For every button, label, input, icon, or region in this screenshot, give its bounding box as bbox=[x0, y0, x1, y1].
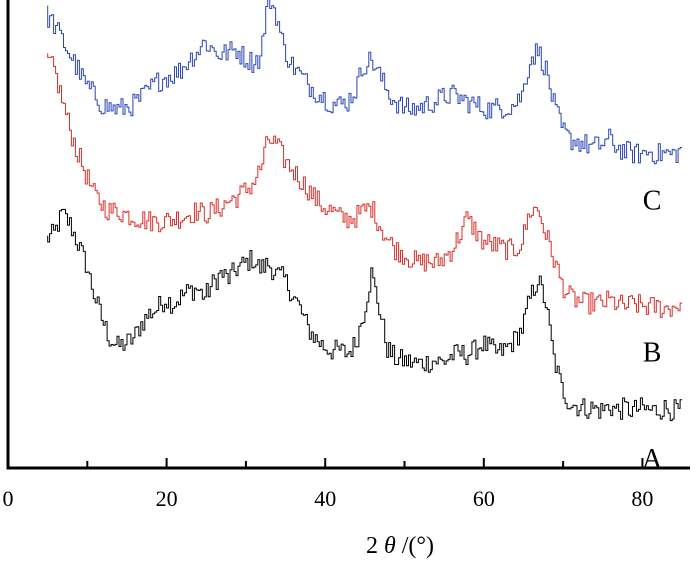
axes bbox=[6, 0, 690, 470]
series-label-a: A bbox=[642, 444, 663, 475]
series-c-line bbox=[47, 0, 683, 165]
x-tick-label: 0 bbox=[3, 486, 14, 511]
series-layer bbox=[47, 0, 683, 422]
series-labels: A B C bbox=[642, 185, 663, 475]
x-tick-label: 80 bbox=[631, 486, 653, 511]
x-tick-label: 20 bbox=[156, 486, 178, 511]
x-tick-label: 60 bbox=[473, 486, 495, 511]
series-a-line bbox=[47, 208, 683, 422]
series-label-b: B bbox=[643, 338, 662, 369]
x-tick-label: 40 bbox=[314, 486, 336, 511]
series-b-line bbox=[47, 53, 683, 318]
x-ticks: 0 20 40 60 80 bbox=[3, 458, 653, 511]
series-label-c: C bbox=[643, 185, 662, 216]
x-axis-title: 2 θ /(°) bbox=[366, 533, 434, 559]
